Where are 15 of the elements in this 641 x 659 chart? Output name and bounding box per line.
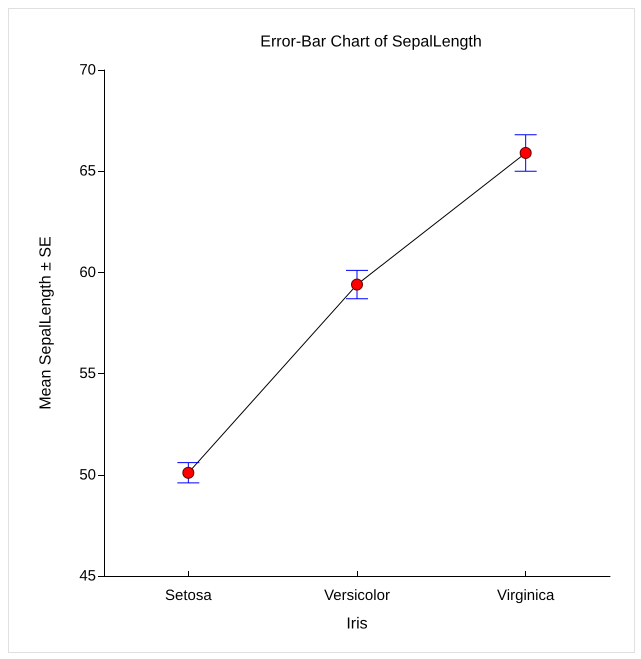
chart-title: Error-Bar Chart of SepalLength	[260, 34, 482, 50]
y-tick-label: 50	[79, 466, 96, 484]
y-tick-label: 55	[79, 365, 96, 382]
point	[520, 146, 532, 159]
point	[351, 278, 363, 291]
y-tick-label: 45	[79, 568, 96, 584]
point	[182, 466, 194, 479]
x-axis-title: Iris	[346, 616, 368, 632]
x-tick-label: Virginica	[497, 587, 555, 604]
y-axis-title: Mean SepalLength ± SE	[38, 236, 54, 410]
x-tick-label: Versicolor	[324, 587, 390, 604]
y-tick-label: 65	[79, 162, 96, 180]
x-tick-label: Setosa	[164, 587, 212, 604]
y-tick-label: 70	[79, 62, 96, 78]
y-tick-label: 60	[79, 264, 96, 281]
